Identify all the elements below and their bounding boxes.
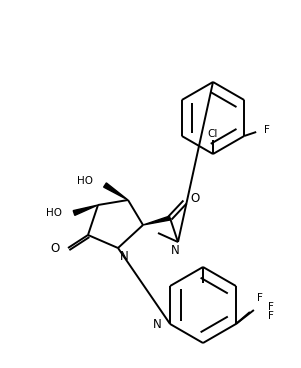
Text: N: N bbox=[119, 250, 128, 262]
Text: F: F bbox=[268, 311, 274, 321]
Text: F: F bbox=[268, 302, 274, 312]
Text: Cl: Cl bbox=[208, 129, 218, 139]
Polygon shape bbox=[104, 183, 128, 200]
Text: O: O bbox=[190, 191, 199, 205]
Text: O: O bbox=[51, 243, 60, 255]
Text: HO: HO bbox=[77, 176, 93, 186]
Text: N: N bbox=[153, 318, 162, 330]
Text: N: N bbox=[171, 244, 179, 256]
Polygon shape bbox=[73, 205, 98, 215]
Text: F: F bbox=[264, 125, 270, 135]
Text: F: F bbox=[0, 367, 1, 368]
Text: F: F bbox=[257, 293, 263, 303]
Text: F: F bbox=[0, 367, 1, 368]
Polygon shape bbox=[143, 216, 170, 225]
Text: F: F bbox=[0, 367, 1, 368]
Text: HO: HO bbox=[46, 208, 62, 218]
